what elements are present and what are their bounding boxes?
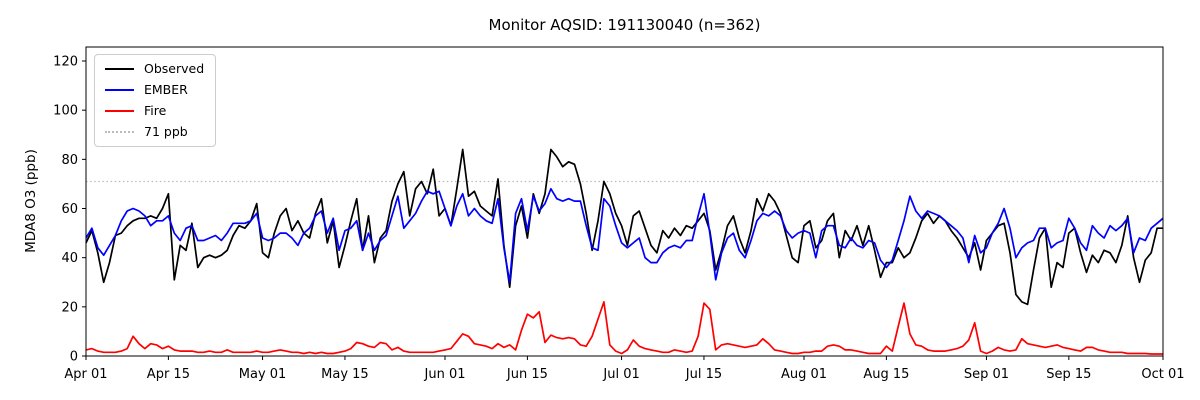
x-tick-label: Sep 01	[964, 367, 1009, 382]
x-tick-label: Jul 01	[602, 367, 639, 382]
legend-item-label: 71 ppb	[144, 124, 188, 139]
chart-title: Monitor AQSID: 191130040 (n=362)	[488, 16, 761, 34]
x-tick-label: Jul 15	[685, 367, 722, 382]
y-tick-label: 0	[70, 350, 78, 365]
legend-item-label: Fire	[144, 103, 167, 118]
legend: Observed EMBER Fire 71 ppb	[94, 54, 217, 147]
y-tick-label: 60	[61, 202, 78, 217]
legend-item: Observed	[105, 62, 204, 76]
legend-line-swatch	[105, 131, 134, 133]
x-tick-label: May 15	[321, 367, 369, 382]
y-tick-label: 100	[53, 104, 78, 119]
legend-line-swatch	[105, 110, 134, 112]
legend-item-label: EMBER	[144, 82, 188, 97]
y-axis-label: MDA8 O3 (ppb)	[23, 149, 39, 253]
x-tick-label: Jun 01	[424, 367, 466, 382]
x-tick-label: Aug 01	[781, 367, 827, 382]
x-tick-label: Oct 01	[1141, 367, 1184, 382]
fire-series-line	[85, 301, 1163, 355]
y-tick-label: 120	[53, 55, 78, 70]
y-tick-label: 40	[61, 251, 78, 266]
legend-line-swatch	[105, 68, 134, 70]
observed-series-line	[85, 148, 1163, 306]
legend-line-swatch	[105, 89, 134, 91]
legend-item: EMBER	[105, 83, 204, 97]
x-tick-label: May 01	[239, 367, 287, 382]
plot-border	[85, 46, 1164, 357]
x-tick-label: Apr 01	[64, 367, 107, 382]
y-tick-label: 20	[61, 300, 78, 315]
legend-item: Fire	[105, 104, 204, 118]
ember-series-line	[85, 187, 1164, 284]
x-tick-label: Jun 15	[506, 367, 548, 382]
legend-item: 71 ppb	[105, 125, 204, 139]
legend-item-label: Observed	[144, 61, 205, 76]
y-tick-label: 80	[61, 153, 78, 168]
x-tick-label: Apr 15	[147, 367, 190, 382]
x-tick-label: Sep 15	[1046, 367, 1091, 382]
x-tick-label: Aug 15	[863, 367, 909, 382]
